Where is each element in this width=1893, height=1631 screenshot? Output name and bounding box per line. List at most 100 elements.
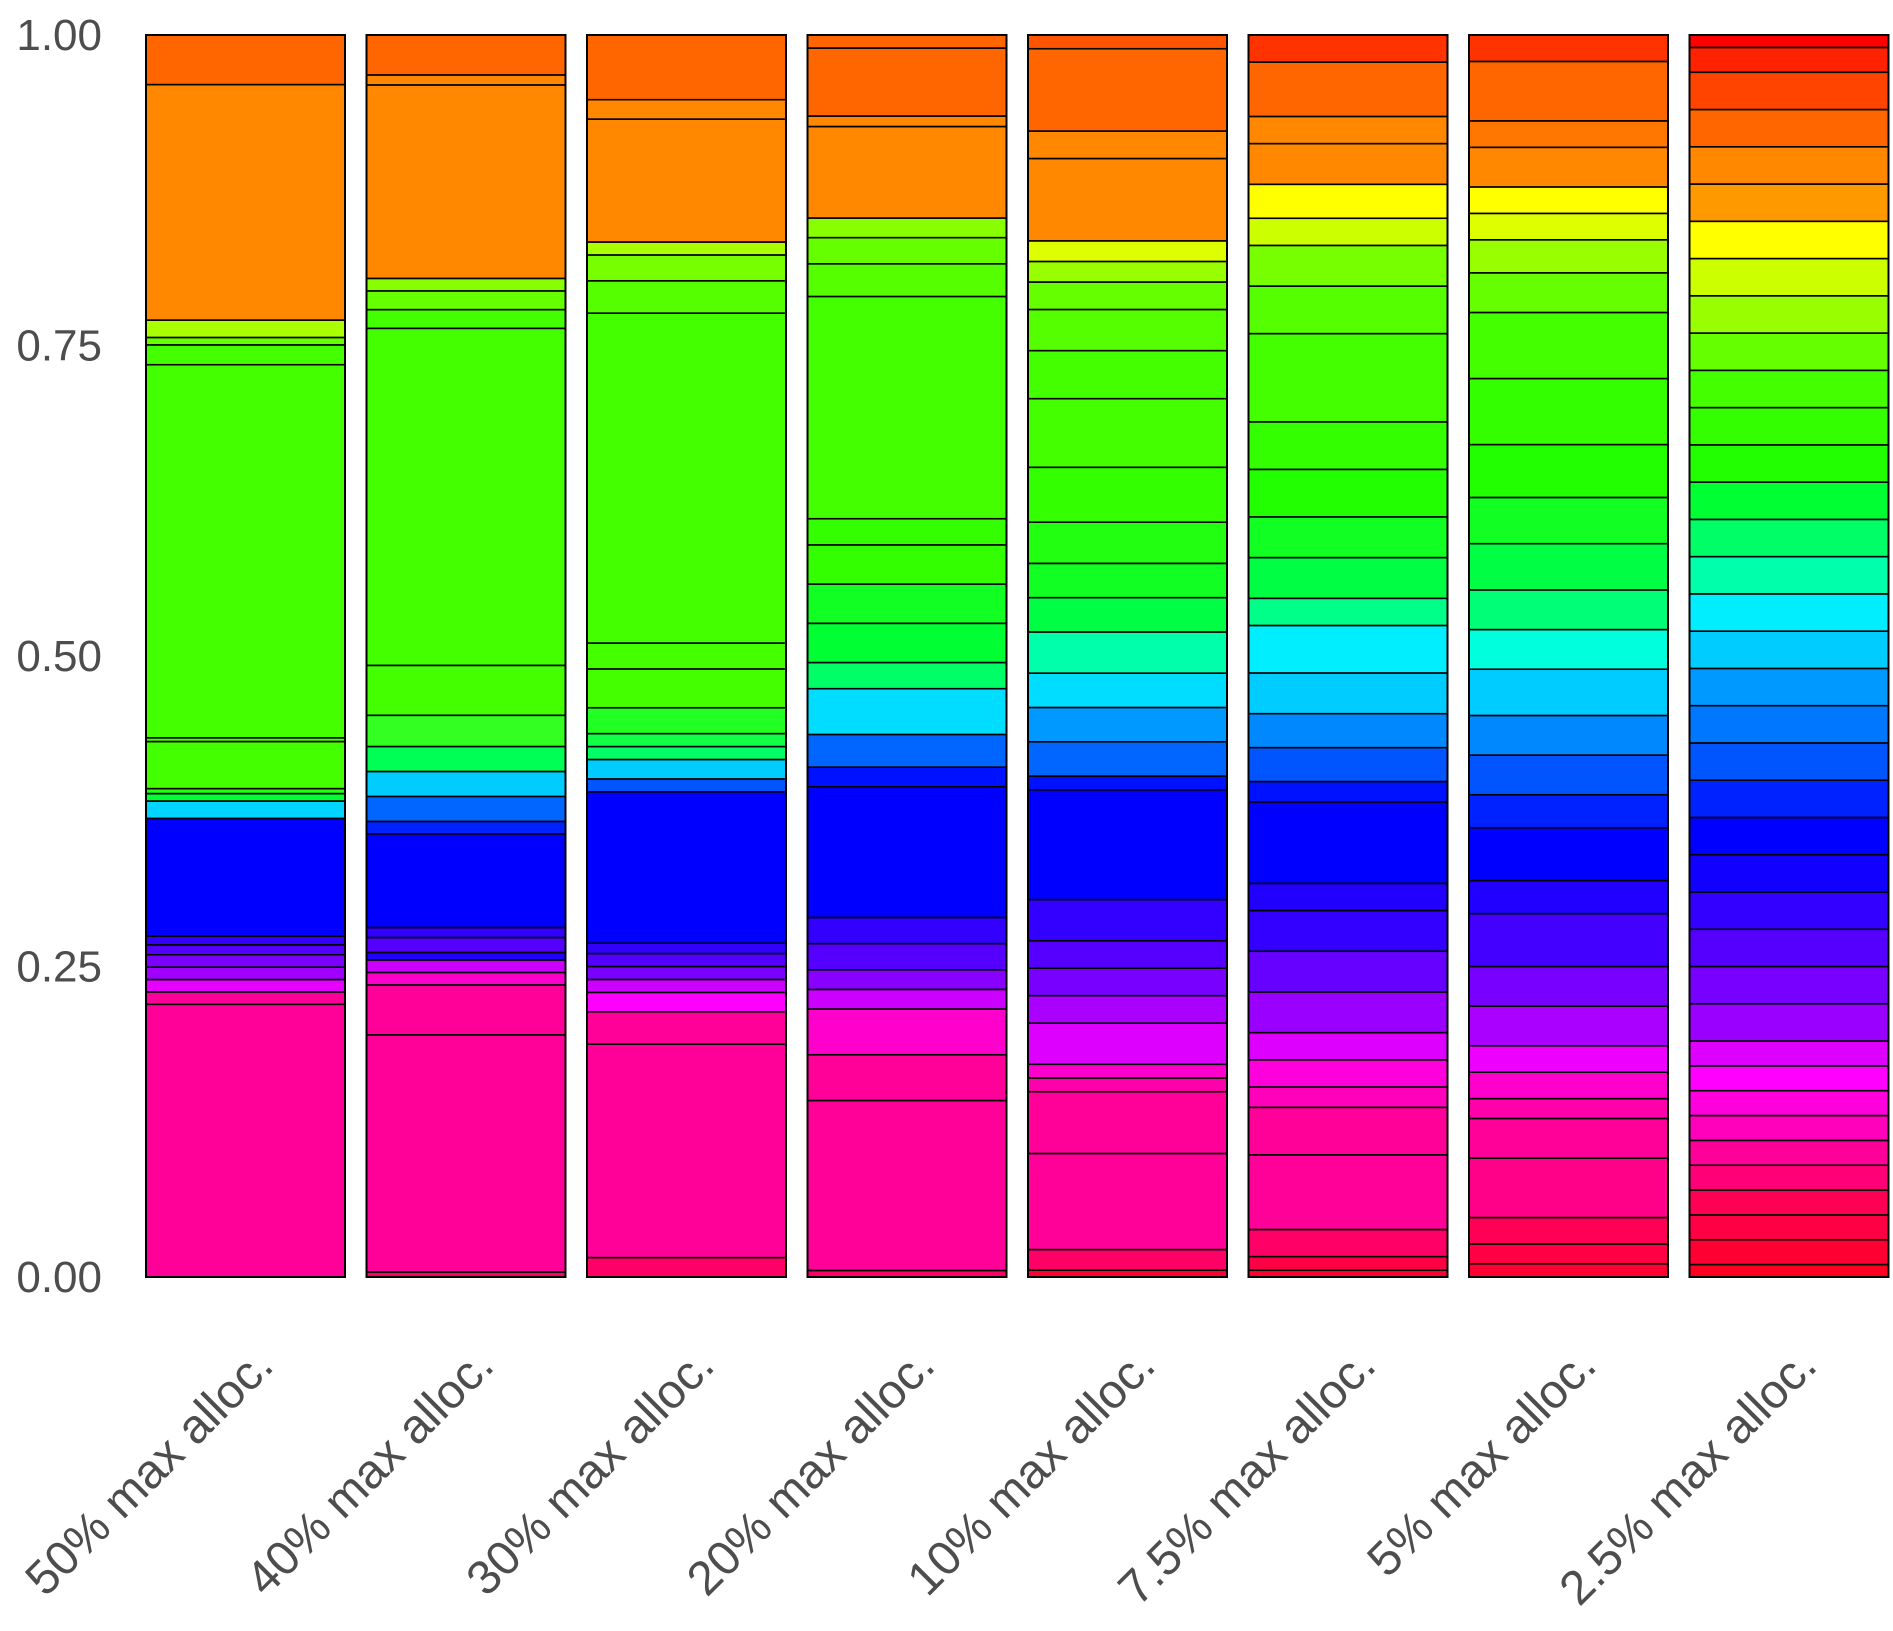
bar-6-segment-30 xyxy=(1247,115,1449,145)
bar-6-segment-32 xyxy=(1247,34,1449,63)
bar-3-segment-4 xyxy=(586,991,787,1013)
bar-1-segment-4 xyxy=(145,966,346,981)
bar-7-outline xyxy=(1468,34,1669,1278)
bar-2-segment-14 xyxy=(365,714,567,748)
bar-4-segment-24 xyxy=(806,47,1008,117)
y-tick-label-5: 1.00 xyxy=(16,11,102,60)
bar-1-segment-2 xyxy=(145,991,346,1006)
bar-5-outline xyxy=(1027,34,1228,1278)
bar-6-segment-21 xyxy=(1247,516,1449,559)
bar-8-segment-16 xyxy=(1688,816,1890,856)
bar-6-segment-16 xyxy=(1247,712,1449,749)
y-axis-ticks: 0.00 0.25 0.50 0.75 1.00 xyxy=(16,11,102,1302)
bar-5-segment-2 xyxy=(1027,1248,1228,1271)
bar-7-segment-19 xyxy=(1468,589,1669,631)
bar-5-segment-20 xyxy=(1027,521,1228,565)
bar-2-segment-22 xyxy=(365,34,567,76)
bar-8-segment-6 xyxy=(1688,1139,1890,1167)
bar-5-segment-26 xyxy=(1027,260,1228,283)
bar-1-segment-6 xyxy=(145,944,346,956)
bar-4-segment-6 xyxy=(806,968,1008,991)
bar-1-segment-15 xyxy=(145,344,346,366)
bar-2-segment-15 xyxy=(365,664,567,717)
bar-6-segment-12 xyxy=(1247,882,1449,912)
bar-8-segment-4 xyxy=(1688,1189,1890,1216)
bar-8-segment-10 xyxy=(1688,1040,1890,1067)
bar-8 xyxy=(1688,34,1890,1278)
bar-8-segment-24 xyxy=(1688,518,1890,558)
bar-6-segment-27 xyxy=(1247,217,1449,247)
bar-8-segment-7 xyxy=(1688,1114,1890,1142)
bar-5-segment-3 xyxy=(1027,1152,1228,1251)
bar-4-segment-3 xyxy=(806,1053,1008,1102)
bar-1-segment-19 xyxy=(145,34,346,86)
bar-5-segment-15 xyxy=(1027,706,1228,743)
bar-8-segment-1 xyxy=(1688,1263,1890,1278)
bar-6 xyxy=(1247,34,1449,1278)
bar-5-segment-31 xyxy=(1027,34,1228,50)
bar-8-segment-17 xyxy=(1688,779,1890,819)
bar-2-segment-9 xyxy=(365,833,567,929)
bar-6-segment-28 xyxy=(1247,183,1449,220)
bar-3-segment-20 xyxy=(586,241,787,256)
bar-6-segment-6 xyxy=(1247,1086,1449,1109)
bar-8-segment-14 xyxy=(1688,891,1890,931)
bar-6-segment-29 xyxy=(1247,142,1449,186)
y-tick-label-4: 0.75 xyxy=(16,322,102,371)
bar-6-segment-10 xyxy=(1247,950,1449,993)
bar-8-segment-11 xyxy=(1688,1002,1890,1042)
bar-3-segment-5 xyxy=(586,978,787,994)
bar-8-segment-3 xyxy=(1688,1214,1890,1241)
bar-3-segment-22 xyxy=(586,98,787,120)
bar-4-segment-14 xyxy=(806,622,1008,664)
bar-8-segment-18 xyxy=(1688,742,1890,782)
bar-2-segment-21 xyxy=(365,74,567,86)
bar-8-segment-32 xyxy=(1688,220,1890,260)
bar-3-segment-18 xyxy=(586,280,787,314)
bar-8-segment-35 xyxy=(1688,108,1890,148)
bar-5 xyxy=(1027,34,1228,1278)
bar-6-segment-4 xyxy=(1247,1154,1449,1231)
bar-7-segment-20 xyxy=(1468,542,1669,591)
bar-5-segment-29 xyxy=(1027,130,1228,160)
bar-4-segment-18 xyxy=(806,295,1008,520)
bar-8-segment-33 xyxy=(1688,183,1890,223)
bar-1 xyxy=(145,34,346,1278)
bar-4-segment-19 xyxy=(806,262,1008,298)
bar-7-segment-24 xyxy=(1468,311,1669,380)
bar-5-segment-30 xyxy=(1027,47,1228,132)
bar-7-segment-3 xyxy=(1468,1216,1669,1245)
bar-2-segment-5 xyxy=(365,959,567,974)
bar-5-segment-16 xyxy=(1027,672,1228,709)
bar-5-segment-10 xyxy=(1027,939,1228,970)
bar-8-segment-27 xyxy=(1688,406,1890,446)
bar-3 xyxy=(586,34,787,1278)
bar-2-segment-19 xyxy=(365,277,567,292)
bar-2-segment-11 xyxy=(365,795,567,823)
bar-5-segment-9 xyxy=(1027,967,1228,997)
bar-5-segment-23 xyxy=(1027,349,1228,400)
bar-8-segment-19 xyxy=(1688,704,1890,744)
bar-1-segment-3 xyxy=(145,978,346,993)
bar-7-segment-11 xyxy=(1468,912,1669,968)
bar-5-segment-21 xyxy=(1027,466,1228,523)
bar-3-segment-7 xyxy=(586,952,787,968)
bar-6-segment-31 xyxy=(1247,61,1449,118)
bar-1-segment-7 xyxy=(145,935,346,946)
bar-2-segment-12 xyxy=(365,770,567,798)
bar-8-segment-30 xyxy=(1688,295,1890,334)
bar-3-segment-14 xyxy=(586,706,787,735)
bar-1-segment-10 xyxy=(145,792,346,802)
bar-7-segment-21 xyxy=(1468,496,1669,545)
bar-7-segment-25 xyxy=(1468,272,1669,314)
bar-3-segment-23 xyxy=(586,34,787,101)
bar-7-segment-10 xyxy=(1468,965,1669,1007)
bar-7-segment-23 xyxy=(1468,377,1669,446)
bar-6-segment-18 xyxy=(1247,624,1449,674)
bar-3-segment-9 xyxy=(586,791,787,945)
bar-8-segment-29 xyxy=(1688,332,1890,372)
bar-8-outline xyxy=(1688,34,1890,1278)
bar-3-segment-6 xyxy=(586,965,787,981)
bar-4-segment-9 xyxy=(806,785,1008,919)
